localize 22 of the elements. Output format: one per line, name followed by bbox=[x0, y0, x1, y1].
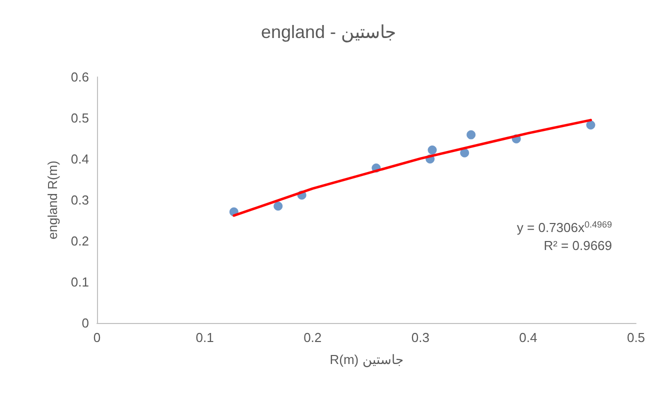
y-tick-label: 0 bbox=[82, 316, 89, 330]
point bbox=[466, 130, 476, 140]
x-tick-label: 0.5 bbox=[626, 330, 646, 345]
x-tick-label: 0.4 bbox=[519, 330, 538, 345]
y-tick-label: 0.2 bbox=[70, 234, 89, 248]
y-tick-label: 0.1 bbox=[70, 274, 89, 290]
y-tick-label: 0.3 bbox=[70, 192, 89, 208]
chart-title: england - جاستين bbox=[260, 22, 396, 43]
y-tick-label: 0.6 bbox=[70, 70, 89, 84]
y-tick-label: 0.4 bbox=[70, 152, 89, 166]
point bbox=[586, 120, 596, 130]
x-tick-label: 0.1 bbox=[196, 330, 214, 345]
point bbox=[274, 202, 283, 211]
y-axis-title: england R(m) bbox=[45, 160, 60, 240]
x-axis-title: R(m) جاستين bbox=[330, 352, 404, 368]
x-tick-label: 0.3 bbox=[411, 330, 430, 345]
x-tick-label: 0 bbox=[93, 330, 101, 345]
point bbox=[460, 148, 470, 158]
y-tick-label: 0.5 bbox=[70, 110, 89, 126]
x-tick-label: 0.2 bbox=[304, 330, 322, 345]
point bbox=[428, 145, 437, 154]
annotation: R² = 0.9669 bbox=[544, 238, 612, 253]
